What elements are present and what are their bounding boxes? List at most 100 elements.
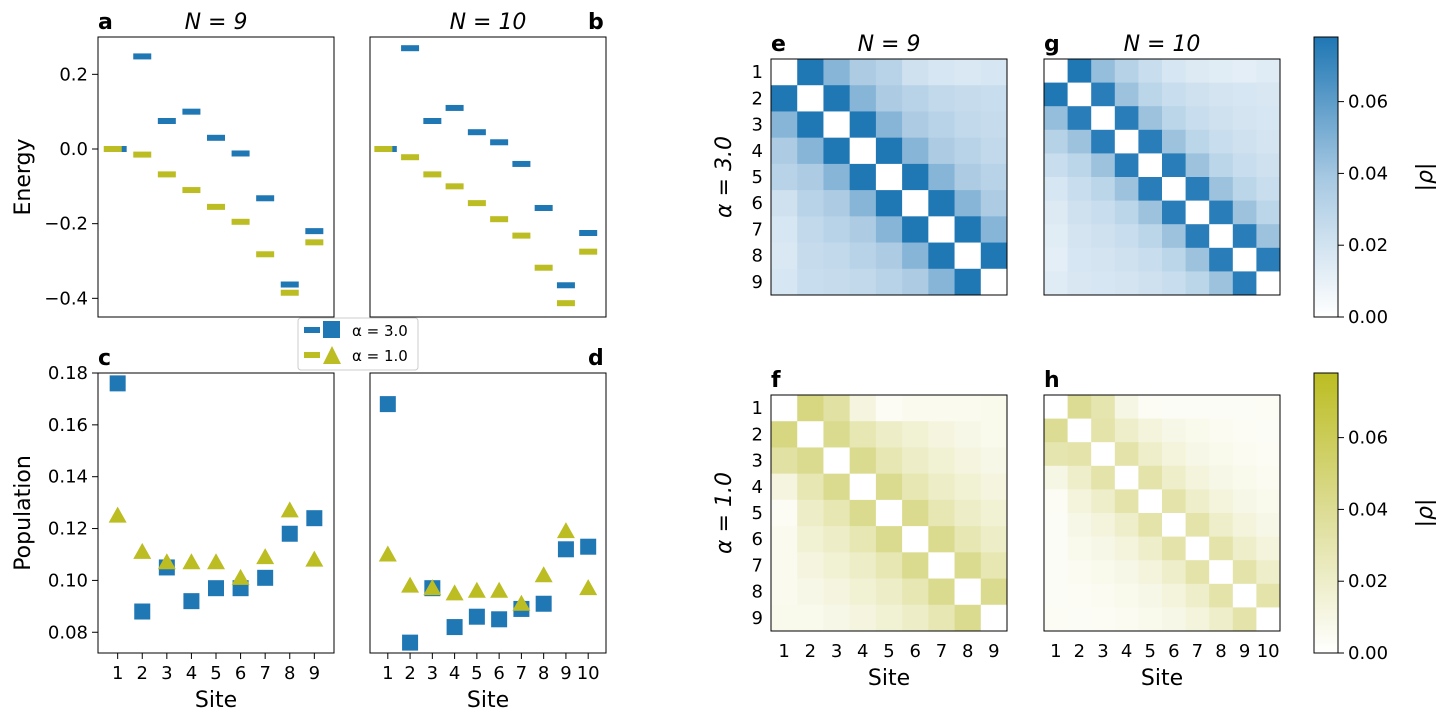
heatmap-cell: [1162, 82, 1186, 107]
y-tick-label: 3: [752, 451, 763, 472]
heatmap-cell: [771, 163, 798, 191]
heatmap-cell: [1091, 106, 1116, 131]
heatmap-cell: [1091, 489, 1116, 514]
y-tick-label: 0.10: [48, 570, 88, 591]
heatmap-cell: [771, 137, 798, 165]
energy-level-marker: [305, 239, 324, 246]
heatmap-cell: [797, 473, 824, 501]
heatmap-cell: [980, 163, 1008, 191]
heatmap-cell: [823, 111, 851, 139]
population-square-marker: [257, 569, 274, 586]
heatmap-cell: [1256, 395, 1281, 419]
heatmap-cell: [1114, 271, 1139, 296]
heatmap-cell: [771, 604, 798, 632]
x-tick-label: 6: [909, 641, 920, 662]
heatmap-cell: [954, 59, 982, 86]
heatmap-cell: [1067, 395, 1092, 419]
colorbar-blue: 0.00 0.02 0.04 0.06 |ρ|: [1313, 36, 1436, 328]
heatmap-cell: [823, 578, 851, 606]
heatmap-cell: [797, 242, 824, 270]
heatmap-cell: [1067, 607, 1092, 632]
heatmap-cell: [1091, 200, 1116, 225]
heatmap-cell: [1138, 607, 1163, 632]
heatmap-cell: [1185, 106, 1210, 131]
heatmap-cell: [1044, 59, 1068, 83]
heatmap-cell: [954, 137, 982, 165]
heatmap-cell: [1162, 106, 1186, 131]
x-tick-label: 9: [1239, 641, 1250, 662]
heatmap-cell: [1044, 177, 1068, 201]
heatmap-cell: [1209, 607, 1234, 632]
heatmap-cell: [928, 137, 955, 165]
heatmap-cell: [1209, 106, 1234, 131]
heatmap-cell: [902, 552, 929, 579]
heatmap-cell: [902, 473, 929, 501]
y-axis-label: Population: [11, 455, 36, 571]
x-tick-label: 9: [988, 641, 999, 662]
heatmap-cell: [1256, 536, 1281, 561]
heatmap-cell: [797, 268, 824, 296]
heatmap-cell: [980, 421, 1008, 448]
heatmap-cell: [1114, 247, 1139, 272]
energy-level-marker: [556, 282, 575, 289]
heatmap-cell: [1067, 489, 1092, 514]
energy-level-marker: [207, 134, 225, 141]
heatmap-cell: [849, 578, 877, 606]
heatmap-cell: [1162, 247, 1186, 272]
heatmap-cell: [1044, 247, 1068, 272]
heatmap-cell: [1067, 536, 1092, 561]
heatmap-cell: [771, 395, 798, 422]
heatmap-cell: [1114, 607, 1139, 632]
heatmap-cell: [1185, 583, 1210, 608]
x-tick-label: 5: [210, 663, 221, 684]
x-tick-label: 7: [259, 663, 270, 684]
energy-level-marker: [401, 154, 420, 161]
heatmap-cell: [823, 447, 851, 475]
heatmap-cell: [1185, 607, 1210, 632]
heatmap-cell: [875, 268, 903, 296]
heatmap-cell: [1091, 560, 1116, 585]
heatmap-cell: [1091, 177, 1116, 201]
heatmap-alpha1-n10: 1 2 3 4 5 6 7 8 9 10 Site h: [1043, 368, 1281, 691]
x-tick-label: 5: [1144, 641, 1155, 662]
heatmap-cell: [1091, 583, 1116, 608]
heatmap-cell: [875, 499, 903, 527]
y-tick-label: 0.2: [59, 64, 88, 85]
x-axis-label: Site: [467, 688, 509, 713]
panel-letter: c: [98, 346, 111, 371]
heatmap-cell: [1114, 129, 1139, 154]
x-tick-label: 9: [560, 663, 571, 684]
heatmap-cell: [823, 395, 851, 422]
heatmap-cell: [797, 59, 824, 86]
heatmap-cell: [771, 190, 798, 217]
heatmap-cell: [1185, 177, 1210, 201]
panel-letter: e: [771, 32, 786, 57]
heatmap-cell: [980, 499, 1008, 527]
heatmap-cell: [980, 111, 1008, 139]
heatmap-cell: [1114, 395, 1139, 419]
heatmap-cell: [954, 499, 982, 527]
heatmap-cell: [1209, 200, 1234, 225]
x-tick-label: 6: [493, 663, 504, 684]
population-square-marker: [134, 603, 151, 620]
x-tick-label: 8: [1215, 641, 1226, 662]
heatmap-cell: [1256, 442, 1281, 467]
heatmap-cell: [980, 526, 1008, 553]
heatmap-cell: [1067, 465, 1092, 490]
heatmap-cell: [797, 163, 824, 191]
heatmap-cell: [823, 216, 851, 243]
x-tick-label: 3: [1097, 641, 1108, 662]
heatmap-cell: [823, 163, 851, 191]
heatmap-cell: [1091, 536, 1116, 561]
heatmap-cell: [1209, 177, 1234, 201]
colorbar-gradient: [1313, 372, 1339, 654]
heatmap-cell: [928, 59, 955, 86]
heatmap-cell: [1162, 536, 1186, 561]
heatmap-cell: [980, 190, 1008, 217]
heatmap-alpha3-n10: g N = 10: [1043, 32, 1281, 296]
heatmap-cell: [1185, 200, 1210, 225]
heatmap-cell: [954, 216, 982, 243]
heatmap-cell: [902, 578, 929, 606]
heatmap-cell: [1044, 607, 1068, 632]
heatmap-cell: [1232, 465, 1257, 490]
